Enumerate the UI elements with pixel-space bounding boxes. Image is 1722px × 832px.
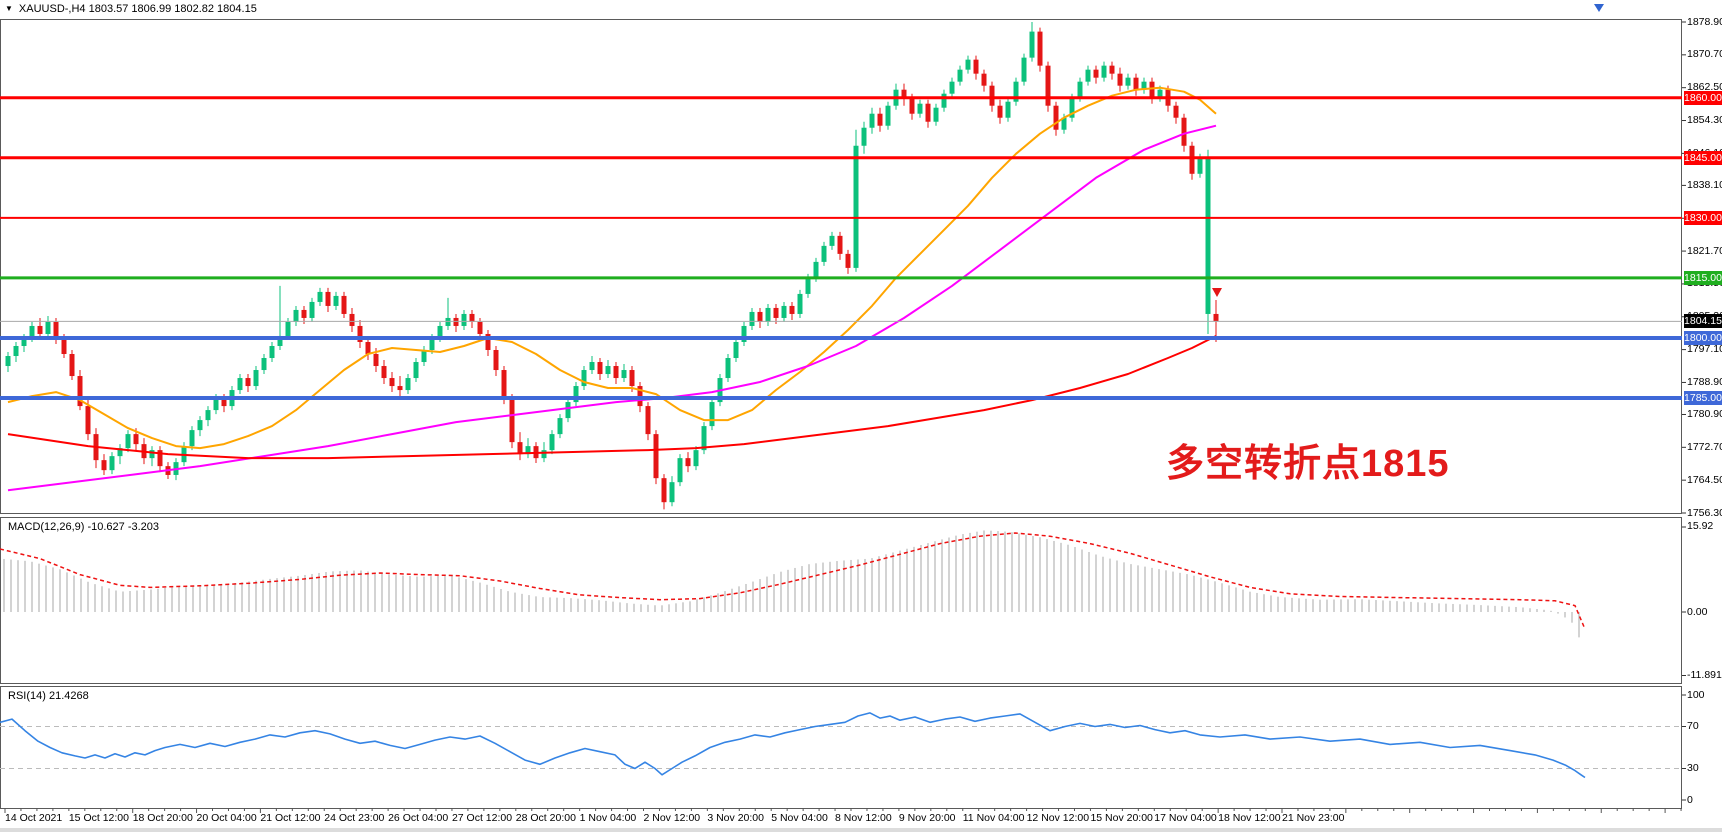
price-tick-label: 1756.30	[1687, 506, 1722, 519]
level-price-badge: 1815.00	[1684, 270, 1722, 285]
annotation-text: 多空转折点1815	[1166, 443, 1450, 485]
ma-mid-magenta	[7, 124, 1217, 492]
time-label: 15 Oct 12:00	[68, 812, 129, 824]
price-tick-label: 1838.10	[1687, 178, 1722, 191]
time-label: 14 Oct 2021	[5, 812, 63, 824]
price-tick-label: 1870.70	[1687, 48, 1722, 61]
time-label: 8 Nov 12:00	[835, 812, 892, 824]
level-lines	[0, 96, 1682, 401]
pane-frames	[0, 19, 1682, 809]
time-label: 20 Oct 04:00	[196, 812, 257, 824]
time-label: 21 Oct 12:00	[260, 812, 321, 824]
time-label: 3 Nov 20:00	[707, 812, 764, 824]
time-label: 24 Oct 23:00	[324, 812, 385, 824]
symbol-dropdown-icon[interactable]: ▼	[5, 4, 13, 13]
time-label: 5 Nov 04:00	[771, 812, 828, 824]
current-price-badge: 1804.15	[1684, 314, 1722, 329]
time-label: 2 Nov 12:00	[643, 812, 701, 824]
price-tick-label: 1854.30	[1687, 114, 1722, 127]
macd-signal	[0, 532, 1586, 630]
time-label: 9 Nov 20:00	[898, 812, 956, 824]
candlesticks	[5, 22, 1219, 510]
level-price-badge: 1860.00	[1684, 90, 1722, 105]
price-tick-label: 1780.90	[1687, 407, 1722, 420]
ma-fast-orange	[7, 86, 1217, 450]
price-arrow-marker	[1212, 288, 1222, 297]
rsi-scale-label: 70	[1687, 720, 1699, 732]
level-price-badge: 1830.00	[1684, 210, 1722, 225]
macd-scale-label: 0.00	[1687, 605, 1708, 618]
macd-scale-label: 15.92	[1687, 520, 1714, 533]
symbol-header: ▼ XAUUSD-,H4 1803.57 1806.99 1802.82 1804…	[5, 3, 257, 15]
time-label: 28 Oct 20:00	[515, 812, 576, 824]
price-tick-label: 1862.50	[1687, 81, 1722, 94]
time-label: 18 Oct 20:00	[132, 812, 193, 824]
price-tick-label: 1797.10	[1687, 343, 1722, 356]
time-label: 17 Nov 04:00	[1154, 812, 1217, 824]
ma-slow-red	[7, 335, 1217, 460]
current-price-line	[0, 288, 1682, 322]
rsi-line	[0, 712, 1586, 779]
rsi-scale-label: 0	[1687, 793, 1693, 806]
macd-scale-label: -11.891	[1687, 668, 1722, 681]
moving-averages	[7, 86, 1217, 492]
time-label: 15 Nov 20:00	[1090, 812, 1153, 824]
level-price-badge: 1845.00	[1684, 150, 1722, 165]
time-label: 21 Nov 23:00	[1282, 812, 1345, 824]
time-label: 12 Nov 12:00	[1026, 812, 1090, 824]
window-bottom-strip	[0, 828, 1722, 832]
chart-shift-marker[interactable]	[1594, 4, 1604, 12]
rsi-indicator-label: RSI(14) 21.4268	[8, 690, 89, 702]
rsi-scale-label: 30	[1687, 762, 1699, 774]
level-price-badge: 1800.00	[1684, 330, 1722, 345]
price-tick-label: 1878.90	[1687, 15, 1722, 28]
macd-histogram	[3, 530, 1580, 638]
time-label: 26 Oct 04:00	[388, 812, 449, 824]
time-label: 27 Oct 12:00	[451, 812, 513, 824]
price-tick-label: 1788.90	[1687, 375, 1722, 388]
price-tick-label: 1772.70	[1687, 440, 1722, 453]
macd-indicator-label: MACD(12,26,9) -10.627 -3.203	[8, 521, 160, 533]
price-tick-label: 1764.50	[1687, 473, 1722, 486]
axis-tick-marks	[4, 21, 1686, 813]
macd-signal-line	[0, 532, 1586, 630]
level-price-badge: 1785.00	[1684, 391, 1722, 406]
rsi-scale-label: 100	[1687, 688, 1705, 701]
rsi-pane-marks	[0, 712, 1682, 779]
time-label: 11 Nov 04:00	[962, 812, 1025, 824]
time-label: 18 Nov 12:00	[1218, 812, 1281, 824]
time-label: 1 Nov 04:00	[579, 812, 637, 824]
symbol-ohlc-info: XAUUSD-,H4 1803.57 1806.99 1802.82 1804.…	[18, 3, 257, 15]
price-tick-label: 1821.70	[1687, 244, 1722, 257]
